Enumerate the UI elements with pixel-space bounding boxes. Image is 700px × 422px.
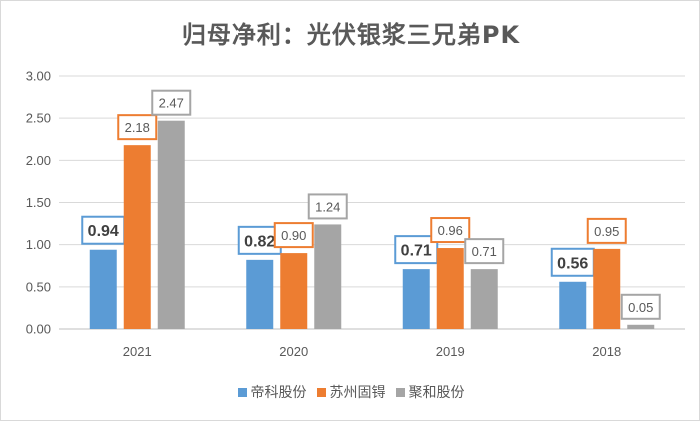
data-label-box — [430, 217, 471, 244]
y-tick-label: 0.00 — [26, 322, 51, 337]
bar — [280, 253, 308, 329]
bar — [593, 248, 621, 329]
data-label: 2.47 — [159, 96, 184, 111]
data-label-box — [464, 238, 505, 265]
legend-swatch-juhe — [395, 387, 405, 397]
x-category-label: 2018 — [592, 344, 621, 359]
legend-label-juhe: 聚和股份 — [408, 385, 465, 401]
bar — [470, 269, 498, 329]
bar — [89, 249, 117, 329]
data-label: 2.18 — [125, 120, 150, 135]
data-label: 0.94 — [88, 223, 119, 240]
x-category-label: 2019 — [436, 344, 465, 359]
y-tick-label: 1.00 — [26, 237, 51, 252]
bar — [314, 224, 342, 329]
y-tick-label: 3.00 — [26, 69, 51, 84]
data-label-box — [273, 222, 314, 249]
legend-swatch-dike — [237, 387, 247, 397]
bar — [123, 145, 151, 329]
y-tick-label: 2.50 — [26, 111, 51, 126]
chart-legend: 帝科股份 苏州固锝 聚和股份 — [1, 382, 700, 402]
data-label: 0.96 — [438, 223, 463, 238]
data-label-box — [307, 193, 348, 220]
bar — [627, 324, 655, 329]
bar — [157, 120, 185, 330]
legend-label-suzhou-guji: 苏州固锝 — [329, 385, 386, 401]
y-tick-label: 0.50 — [26, 279, 51, 294]
data-label: 0.71 — [401, 243, 432, 260]
y-tick-label: 2.00 — [26, 153, 51, 168]
data-label: 0.05 — [628, 300, 653, 315]
data-label: 0.90 — [281, 228, 306, 243]
legend-item-juhe: 聚和股份 — [395, 382, 465, 402]
data-label-box — [117, 114, 158, 141]
x-category-label: 2020 — [279, 344, 308, 359]
data-label: 0.82 — [244, 233, 275, 250]
legend-item-dike: 帝科股份 — [237, 382, 307, 402]
y-tick-label: 1.50 — [26, 195, 51, 210]
data-label: 0.56 — [557, 255, 588, 272]
data-label-box — [151, 89, 192, 116]
data-label-box — [550, 247, 595, 277]
bar — [402, 269, 430, 329]
data-label: 1.24 — [315, 199, 340, 214]
chart-title: 归母净利：光伏银浆三兄弟PK — [181, 21, 521, 49]
data-label: 0.71 — [472, 244, 497, 259]
bar — [559, 281, 587, 329]
data-label-box — [586, 217, 627, 244]
legend-swatch-suzhou-guji — [316, 387, 326, 397]
bar — [436, 248, 464, 329]
legend-item-suzhou-guji: 苏州固锝 — [316, 382, 386, 402]
data-label-box — [620, 293, 661, 320]
legend-label-dike: 帝科股份 — [250, 385, 307, 401]
data-label: 0.95 — [594, 224, 619, 239]
bar — [246, 259, 274, 329]
x-category-label: 2021 — [123, 344, 152, 359]
